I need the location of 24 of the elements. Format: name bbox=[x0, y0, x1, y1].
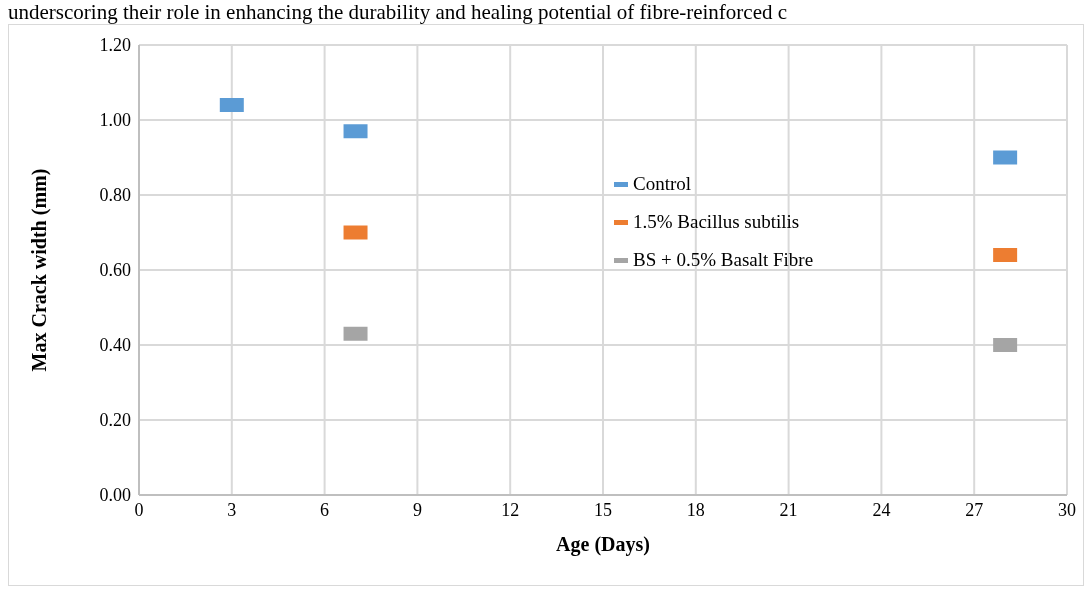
x-tick-label: 3 bbox=[227, 499, 237, 520]
y-tick-label: 1.00 bbox=[99, 110, 131, 131]
y-tick-label: 0.20 bbox=[99, 410, 131, 431]
y-tick-label: 0.00 bbox=[99, 485, 131, 506]
legend-label: 1.5% Bacillus subtilis bbox=[633, 210, 800, 234]
x-tick-label: 21 bbox=[779, 499, 798, 520]
x-tick-label: 0 bbox=[134, 499, 144, 520]
x-tick-label: 18 bbox=[686, 499, 705, 520]
x-tick-label: 24 bbox=[872, 499, 891, 520]
legend-label: Control bbox=[633, 172, 692, 196]
y-axis-title: Max Crack width (mm) bbox=[28, 168, 52, 372]
x-tick-label: 15 bbox=[594, 499, 612, 520]
x-tick-label: 12 bbox=[501, 499, 520, 520]
x-tick-label: 9 bbox=[412, 499, 422, 520]
y-tick-label: 1.20 bbox=[99, 35, 131, 56]
x-axis-title: Age (Days) bbox=[556, 533, 650, 556]
x-tick-label: 27 bbox=[965, 499, 984, 520]
legend-label: BS + 0.5% Basalt Fibre bbox=[633, 248, 814, 272]
x-tick-label: 30 bbox=[1058, 499, 1076, 520]
y-tick-label: 0.60 bbox=[99, 260, 131, 281]
x-tick-label: 6 bbox=[320, 499, 330, 520]
text: underscoring their role in enhancing the durability and healing potential of fibre-reinforced c bbox=[8, 0, 789, 24]
y-tick-label: 0.40 bbox=[99, 335, 131, 356]
y-tick-label: 0.80 bbox=[99, 185, 131, 206]
